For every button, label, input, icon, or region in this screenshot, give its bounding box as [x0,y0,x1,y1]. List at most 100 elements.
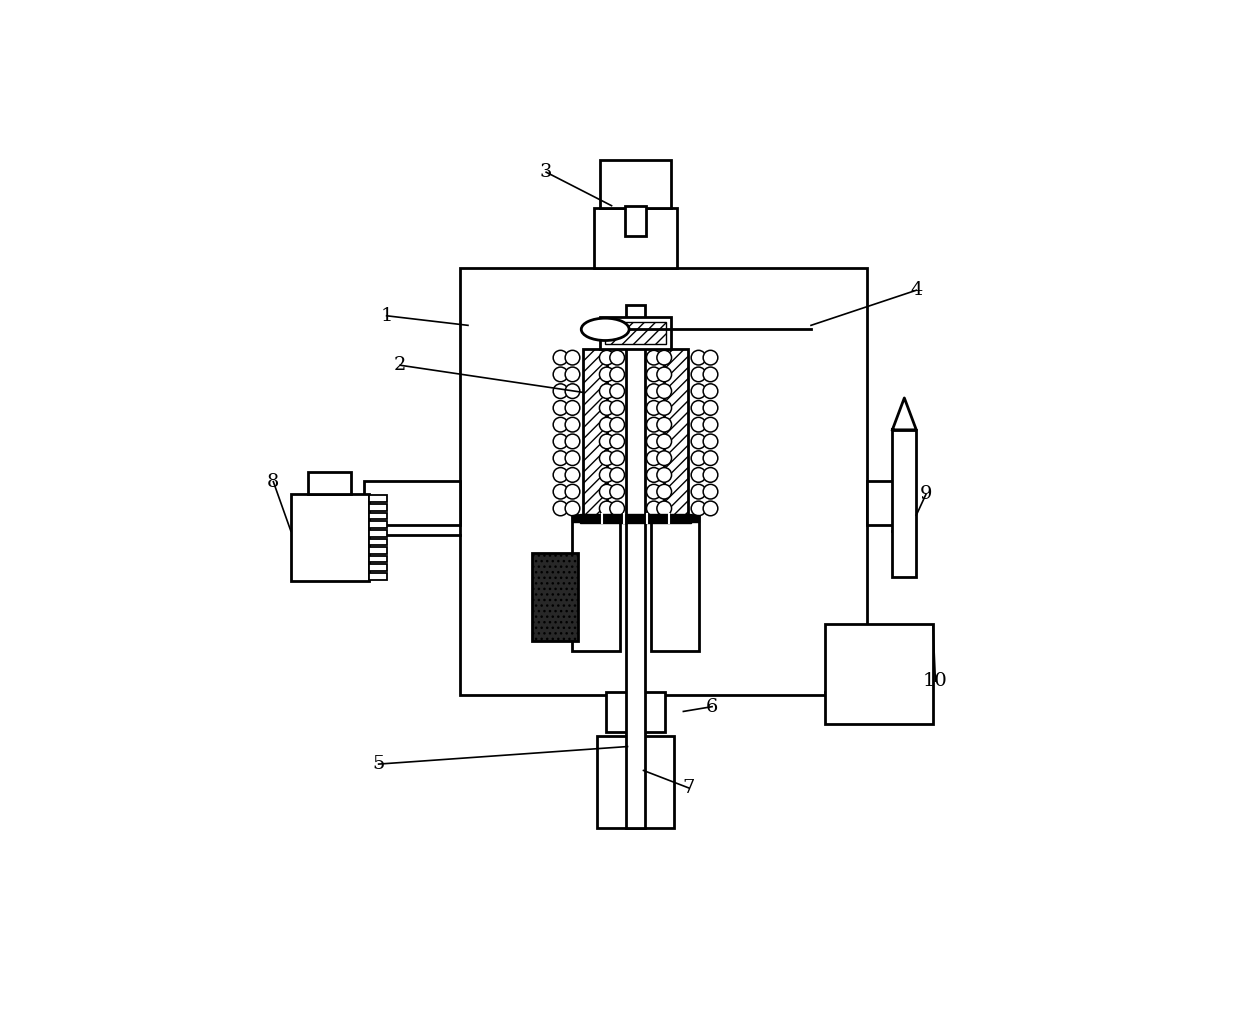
Circle shape [646,401,661,415]
Circle shape [646,467,661,482]
Circle shape [553,434,568,449]
Circle shape [703,383,718,399]
Bar [370,573,387,579]
Bar [572,515,620,651]
Circle shape [646,383,661,399]
Bar [370,505,387,511]
Circle shape [599,418,614,432]
Circle shape [646,451,661,465]
Bar [370,495,387,502]
Circle shape [553,401,568,415]
Circle shape [657,501,672,516]
Circle shape [565,485,580,499]
Circle shape [703,485,718,499]
Circle shape [565,383,580,399]
Bar [594,208,677,268]
Bar [606,692,665,732]
Bar [605,322,666,345]
Bar [626,306,645,828]
Text: 3: 3 [539,164,552,181]
Bar [600,161,671,208]
Text: 4: 4 [910,281,923,299]
Text: 7: 7 [683,779,696,797]
Bar [600,317,671,349]
Bar [598,737,673,828]
Circle shape [646,501,661,516]
Circle shape [657,434,672,449]
Circle shape [565,418,580,432]
Circle shape [553,485,568,499]
Bar [370,513,387,519]
Circle shape [610,350,625,365]
Bar [370,555,387,563]
Circle shape [646,367,661,381]
Circle shape [657,367,672,381]
Circle shape [646,350,661,365]
Circle shape [599,434,614,449]
Circle shape [553,451,568,465]
Circle shape [553,418,568,432]
Bar [651,515,699,521]
Bar [370,539,387,545]
Circle shape [657,350,672,365]
Circle shape [553,467,568,482]
Circle shape [610,367,625,381]
Circle shape [691,434,706,449]
Circle shape [657,418,672,432]
Circle shape [691,367,706,381]
Text: 6: 6 [706,697,718,716]
Circle shape [657,451,672,465]
Circle shape [703,418,718,432]
Circle shape [703,434,718,449]
Circle shape [691,451,706,465]
Text: 2: 2 [394,356,407,374]
Circle shape [599,501,614,516]
Bar [867,481,906,525]
Circle shape [691,467,706,482]
Bar [370,530,387,537]
Bar [583,349,606,517]
Text: 5: 5 [372,755,384,773]
Bar [625,206,646,236]
Bar [370,521,387,528]
Bar [460,268,867,695]
Bar [532,553,578,641]
Circle shape [646,434,661,449]
Bar [365,481,460,525]
Circle shape [610,485,625,499]
Ellipse shape [582,318,629,341]
Bar [370,565,387,571]
Circle shape [599,451,614,465]
Circle shape [657,401,672,415]
Circle shape [646,485,661,499]
Circle shape [691,350,706,365]
Circle shape [691,418,706,432]
Circle shape [565,350,580,365]
Circle shape [610,467,625,482]
Circle shape [691,401,706,415]
Circle shape [703,367,718,381]
Circle shape [599,467,614,482]
Circle shape [657,485,672,499]
Circle shape [599,485,614,499]
Circle shape [610,434,625,449]
Bar [665,349,688,517]
Circle shape [657,467,672,482]
Circle shape [703,451,718,465]
Circle shape [703,401,718,415]
Bar [572,515,620,521]
Circle shape [703,501,718,516]
Circle shape [565,451,580,465]
Circle shape [565,467,580,482]
Circle shape [691,383,706,399]
Circle shape [646,418,661,432]
Circle shape [610,401,625,415]
Circle shape [565,501,580,516]
Circle shape [703,467,718,482]
Circle shape [553,501,568,516]
Circle shape [565,434,580,449]
Text: 10: 10 [923,672,947,690]
Bar [893,430,916,577]
Bar [370,547,387,553]
Circle shape [565,401,580,415]
